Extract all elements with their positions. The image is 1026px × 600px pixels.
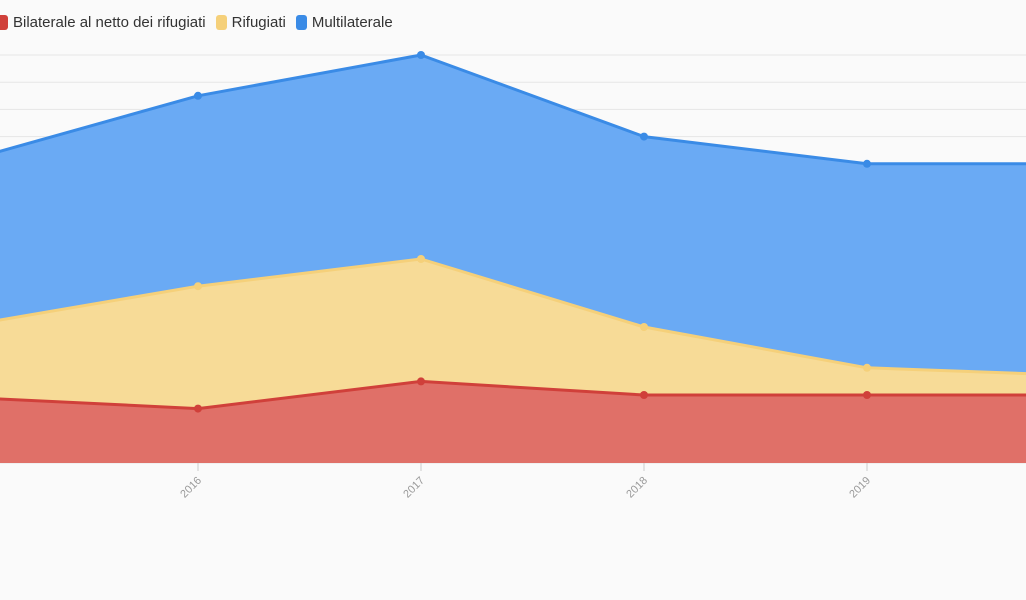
point-bilaterale[interactable] [863,391,871,399]
series-areas [0,55,1026,463]
point-bilaterale[interactable] [417,377,425,386]
point-rifugiati[interactable] [194,282,202,291]
legend-label-multilaterale: Multilaterale [311,13,393,31]
legend-item-bilaterale[interactable]: Bilaterale al netto dei rifugiati [0,14,206,31]
x-tick-label: 2018 [624,475,650,501]
x-tick-label: 2019 [847,475,873,501]
point-rifugiati[interactable] [863,363,871,372]
legend-label-rifugiati: Rifugiati [231,13,286,31]
legend-item-rifugiati[interactable]: Rifugiati [215,13,286,31]
line-rifugiati [0,257,1026,376]
point-rifugiati[interactable] [640,323,648,331]
point-bilaterale[interactable] [194,404,202,413]
x-axis: 2016 2017 2018 2019 [178,463,873,500]
series-points [194,51,871,413]
legend: Bilaterale al netto dei rifugiati Rifugi… [0,12,393,32]
line-bilaterale [0,379,1026,411]
x-tick-label: 2017 [401,475,427,501]
point-multilaterale[interactable] [640,132,648,141]
legend-label-bilaterale: Bilaterale al netto dei rifugiati [13,13,206,31]
series-lines [0,53,1026,411]
legend-item-multilaterale[interactable]: Multilaterale [295,13,393,31]
area-rifugiati [0,259,1026,409]
point-multilaterale[interactable] [194,91,202,100]
point-bilaterale[interactable] [640,391,648,399]
legend-swatch-bilaterale [0,14,8,30]
point-multilaterale[interactable] [863,159,871,168]
x-tick-label: 2016 [178,475,204,501]
point-multilaterale[interactable] [417,51,425,59]
legend-swatch-rifugiati [215,14,227,30]
line-multilaterale [0,53,1026,166]
legend-swatch-multilaterale [295,14,307,30]
point-rifugiati[interactable] [417,255,425,263]
area-multilaterale [0,55,1026,374]
